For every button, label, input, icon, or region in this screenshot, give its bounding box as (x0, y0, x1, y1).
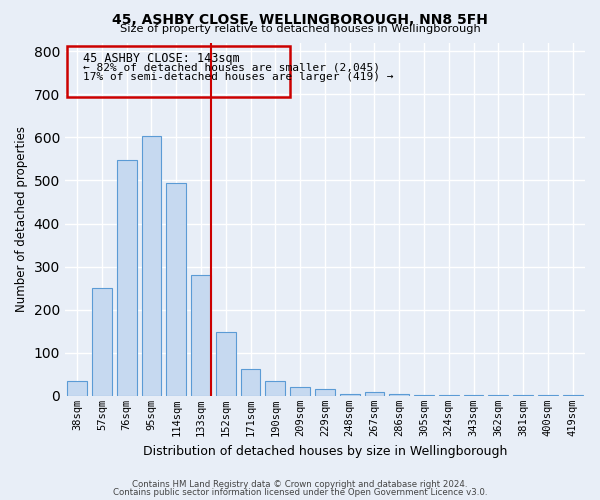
Bar (439, 395, 458, 396)
Y-axis label: Number of detached properties: Number of detached properties (15, 126, 28, 312)
Bar (389, 394, 409, 396)
Bar (265, 381, 285, 396)
Bar (142, 136, 161, 396)
Bar (191, 275, 211, 396)
Bar (117, 160, 137, 396)
Text: 17% of semi-detached houses are larger (419) →: 17% of semi-detached houses are larger (… (83, 72, 394, 82)
Bar (290, 388, 310, 396)
X-axis label: Distribution of detached houses by size in Wellingborough: Distribution of detached houses by size … (143, 444, 507, 458)
Bar (216, 332, 236, 396)
Text: Size of property relative to detached houses in Wellingborough: Size of property relative to detached ho… (119, 24, 481, 34)
Bar (414, 394, 434, 396)
Bar (241, 369, 260, 396)
Bar (340, 394, 359, 396)
Text: ← 82% of detached houses are smaller (2,045): ← 82% of detached houses are smaller (2,… (83, 63, 380, 73)
Bar (166, 182, 186, 396)
Text: 45, ASHBY CLOSE, WELLINGBOROUGH, NN8 5FH: 45, ASHBY CLOSE, WELLINGBOROUGH, NN8 5FH (112, 12, 488, 26)
Text: Contains public sector information licensed under the Open Government Licence v3: Contains public sector information licen… (113, 488, 487, 497)
Bar (563, 395, 583, 396)
Bar (67, 46, 290, 97)
Bar (67, 381, 87, 396)
Text: 45 ASHBY CLOSE: 143sqm: 45 ASHBY CLOSE: 143sqm (83, 52, 240, 66)
Bar (365, 392, 385, 396)
Bar (315, 390, 335, 396)
Text: Contains HM Land Registry data © Crown copyright and database right 2024.: Contains HM Land Registry data © Crown c… (132, 480, 468, 489)
Bar (92, 288, 112, 396)
